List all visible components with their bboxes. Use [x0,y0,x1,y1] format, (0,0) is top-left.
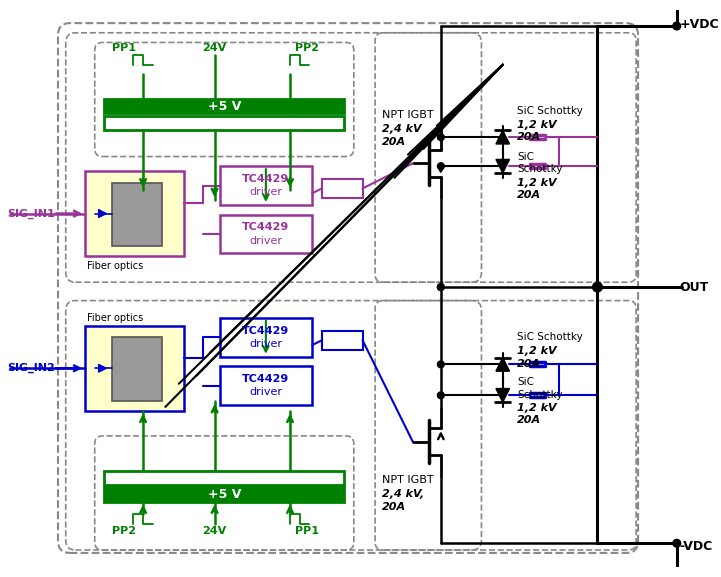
Text: SiC: SiC [517,152,534,162]
Text: driver: driver [249,235,283,246]
Circle shape [438,361,444,368]
Text: -VDC: -VDC [680,539,713,553]
Text: TC4429: TC4429 [242,325,290,336]
Text: Schottky: Schottky [517,164,562,174]
Bar [112,183,162,246]
Bar [105,471,344,485]
Text: SiC Schottky: SiC Schottky [517,332,583,342]
Circle shape [438,163,444,170]
Text: driver: driver [249,387,283,398]
Text: PP1: PP1 [296,526,319,535]
Bar [221,318,312,357]
Bar [85,171,184,256]
Text: TC4429: TC4429 [242,374,290,384]
Text: Fiber optics: Fiber optics [87,261,143,271]
Bar [105,116,344,130]
Text: driver: driver [249,188,283,197]
Circle shape [438,284,444,290]
Text: 20A: 20A [517,415,541,425]
Text: 24V: 24V [203,526,226,535]
Text: TC4429: TC4429 [242,174,290,183]
Text: NPT IGBT: NPT IGBT [382,475,433,485]
Text: Schottky: Schottky [517,390,562,400]
Text: 1,2 kV: 1,2 kV [517,178,557,188]
Text: driver: driver [249,339,283,349]
Bar [221,166,312,205]
Polygon shape [496,130,510,144]
Text: 20A: 20A [517,359,541,369]
Bar [112,338,162,401]
Text: 1,2 kV: 1,2 kV [517,403,557,413]
Bar [221,215,312,253]
Text: PP1: PP1 [112,43,136,53]
Text: 1,2 kV: 1,2 kV [517,119,557,130]
Text: SIG_IN1: SIG_IN1 [8,208,56,219]
Text: OUT: OUT [680,280,709,294]
Circle shape [673,539,681,547]
Text: TC4429: TC4429 [242,222,290,232]
Text: +VDC: +VDC [680,17,720,31]
Bar [221,366,312,405]
Circle shape [438,284,444,290]
Bar [105,487,344,501]
Text: 24V: 24V [203,43,226,53]
Text: 2,4 kV,: 2,4 kV, [382,489,424,499]
Text: 1,2 kV: 1,2 kV [517,346,557,356]
Bar [85,326,184,411]
Bar [322,331,363,350]
Polygon shape [99,209,106,218]
Text: SiC: SiC [517,377,534,387]
Polygon shape [496,159,510,173]
Circle shape [593,282,602,292]
Text: 20A: 20A [517,132,541,142]
Bar [105,99,344,113]
Text: 20A: 20A [382,137,406,147]
Text: 2,4 kV: 2,4 kV [382,125,422,134]
Text: NPT IGBT: NPT IGBT [382,110,433,120]
Polygon shape [496,358,510,371]
Polygon shape [496,388,510,402]
Polygon shape [99,365,106,372]
Circle shape [438,134,444,141]
Text: 20A: 20A [382,503,406,512]
Text: SiC Schottky: SiC Schottky [517,106,583,116]
Bar [322,179,363,198]
Circle shape [673,22,681,30]
Text: Fiber optics: Fiber optics [87,313,143,323]
Text: PP2: PP2 [296,43,319,53]
Text: SIG_IN2: SIG_IN2 [8,363,56,373]
Text: 20A: 20A [517,190,541,200]
Circle shape [438,392,444,399]
Text: PP2: PP2 [112,526,136,535]
Text: +5 V: +5 V [208,100,241,113]
Text: +5 V: +5 V [208,488,241,501]
